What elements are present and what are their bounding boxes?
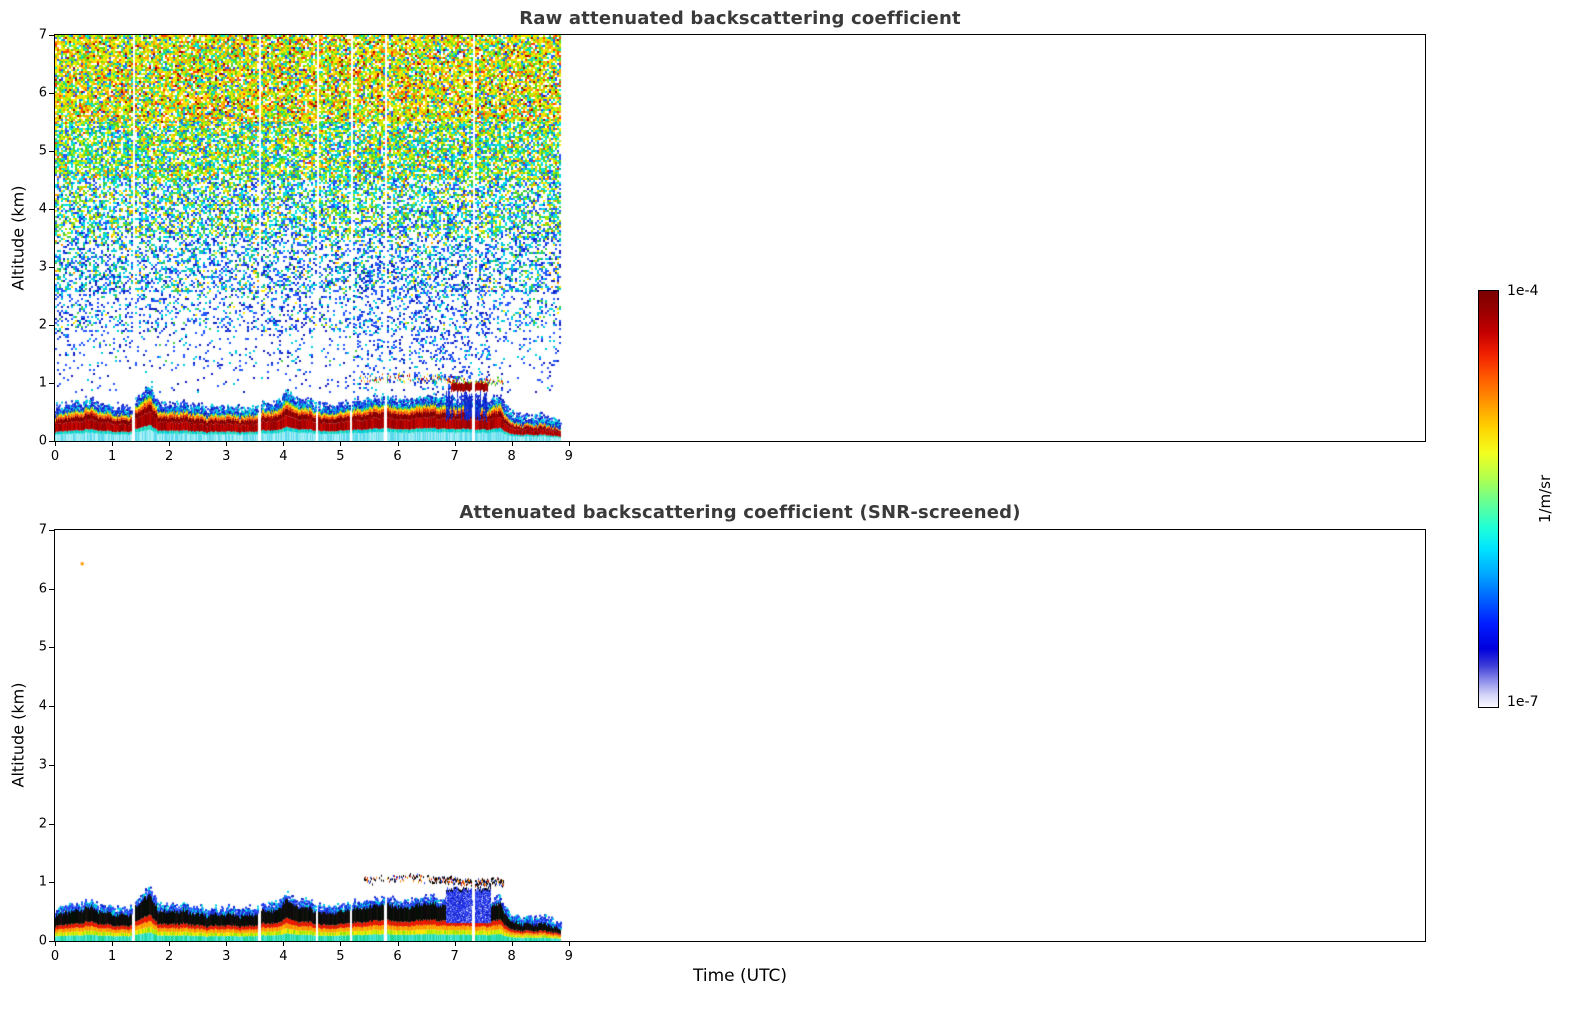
- y-tick-label: 6: [38, 581, 47, 597]
- x-tick: [55, 941, 56, 946]
- x-tick-label: 2: [165, 449, 174, 464]
- y-tick-label: 6: [38, 85, 47, 101]
- bottom-plot-area: [54, 529, 1426, 942]
- y-tick: [49, 588, 54, 590]
- y-tick-label: 0: [38, 433, 47, 449]
- y-tick-label: 2: [38, 816, 47, 832]
- y-tick: [49, 151, 54, 152]
- y-tick: [49, 267, 54, 268]
- x-tick: [226, 441, 228, 446]
- y-tick: [49, 93, 54, 94]
- x-tick: [283, 441, 285, 446]
- x-tick-label: 5: [336, 449, 345, 464]
- x-tick: [397, 941, 399, 946]
- y-tick: [49, 209, 54, 210]
- x-tick: [568, 941, 570, 946]
- y-tick: [49, 35, 54, 36]
- y-tick-label: 5: [38, 143, 47, 159]
- x-tick: [55, 441, 56, 446]
- x-tick: [340, 941, 342, 946]
- y-tick-label: 7: [38, 27, 47, 43]
- x-axis-label: Time (UTC): [693, 966, 787, 986]
- y-tick-label: 1: [38, 874, 47, 890]
- y-tick: [49, 941, 54, 942]
- x-tick-label: 8: [507, 949, 516, 964]
- y-tick: [49, 823, 54, 825]
- x-tick: [169, 441, 171, 446]
- x-tick: [397, 441, 399, 446]
- x-tick: [340, 441, 342, 446]
- top-plot-title: Raw attenuated backscattering coefficien…: [519, 8, 961, 29]
- x-tick-label: 6: [393, 949, 402, 964]
- y-tick: [49, 706, 54, 708]
- colorbar-max-label: 1e-4: [1507, 283, 1539, 299]
- x-tick-label: 0: [50, 449, 60, 464]
- x-tick: [112, 941, 114, 946]
- y-tick: [49, 647, 54, 649]
- y-tick: [49, 325, 54, 326]
- y-tick: [49, 764, 54, 766]
- raw-backscatter-heatmap: [55, 35, 1425, 441]
- x-tick: [226, 941, 228, 946]
- x-tick-label: 1: [107, 949, 117, 964]
- x-tick: [283, 941, 285, 946]
- x-tick-label: 3: [222, 949, 231, 964]
- y-tick-label: 2: [38, 317, 47, 333]
- x-tick: [454, 941, 456, 946]
- screened-backscatter-heatmap: [55, 530, 1425, 941]
- x-tick-label: 5: [336, 949, 345, 964]
- x-tick-label: 0: [50, 949, 60, 964]
- x-tick: [511, 941, 513, 946]
- x-tick: [169, 941, 171, 946]
- y-tick-label: 4: [38, 698, 47, 714]
- x-tick: [511, 441, 513, 446]
- y-tick: [49, 383, 54, 384]
- x-tick-label: 1: [107, 449, 117, 464]
- x-tick-label: 7: [450, 449, 459, 464]
- y-tick-label: 7: [38, 522, 47, 538]
- colorbar: [1478, 290, 1499, 708]
- y-tick-label: 1: [38, 375, 47, 391]
- x-tick-label: 4: [279, 949, 288, 964]
- bottom-plot-title: Attenuated backscattering coefficient (S…: [459, 502, 1021, 523]
- x-tick-label: 4: [279, 449, 288, 464]
- colorbar-unit-label: 1/m/sr: [1536, 474, 1554, 524]
- x-tick-label: 8: [507, 449, 516, 464]
- y-tick-label: 4: [38, 201, 47, 217]
- x-tick: [454, 441, 456, 446]
- y-tick: [49, 882, 54, 884]
- x-tick-label: 6: [393, 449, 402, 464]
- y-tick-label: 0: [38, 933, 47, 949]
- colorbar-min-label: 1e-7: [1507, 694, 1539, 710]
- y-tick-label: 3: [38, 259, 47, 275]
- x-tick-label: 9: [564, 449, 573, 464]
- x-tick-label: 2: [165, 949, 174, 964]
- y-tick: [49, 530, 54, 531]
- x-tick-label: 9: [564, 949, 573, 964]
- x-tick-label: 7: [450, 949, 459, 964]
- x-tick: [112, 441, 114, 446]
- y-tick: [49, 441, 54, 442]
- y-tick-label: 3: [38, 757, 47, 773]
- y-tick-label: 5: [38, 639, 47, 655]
- x-tick: [568, 441, 570, 446]
- x-tick-label: 3: [222, 449, 231, 464]
- top-plot-area: [54, 34, 1426, 442]
